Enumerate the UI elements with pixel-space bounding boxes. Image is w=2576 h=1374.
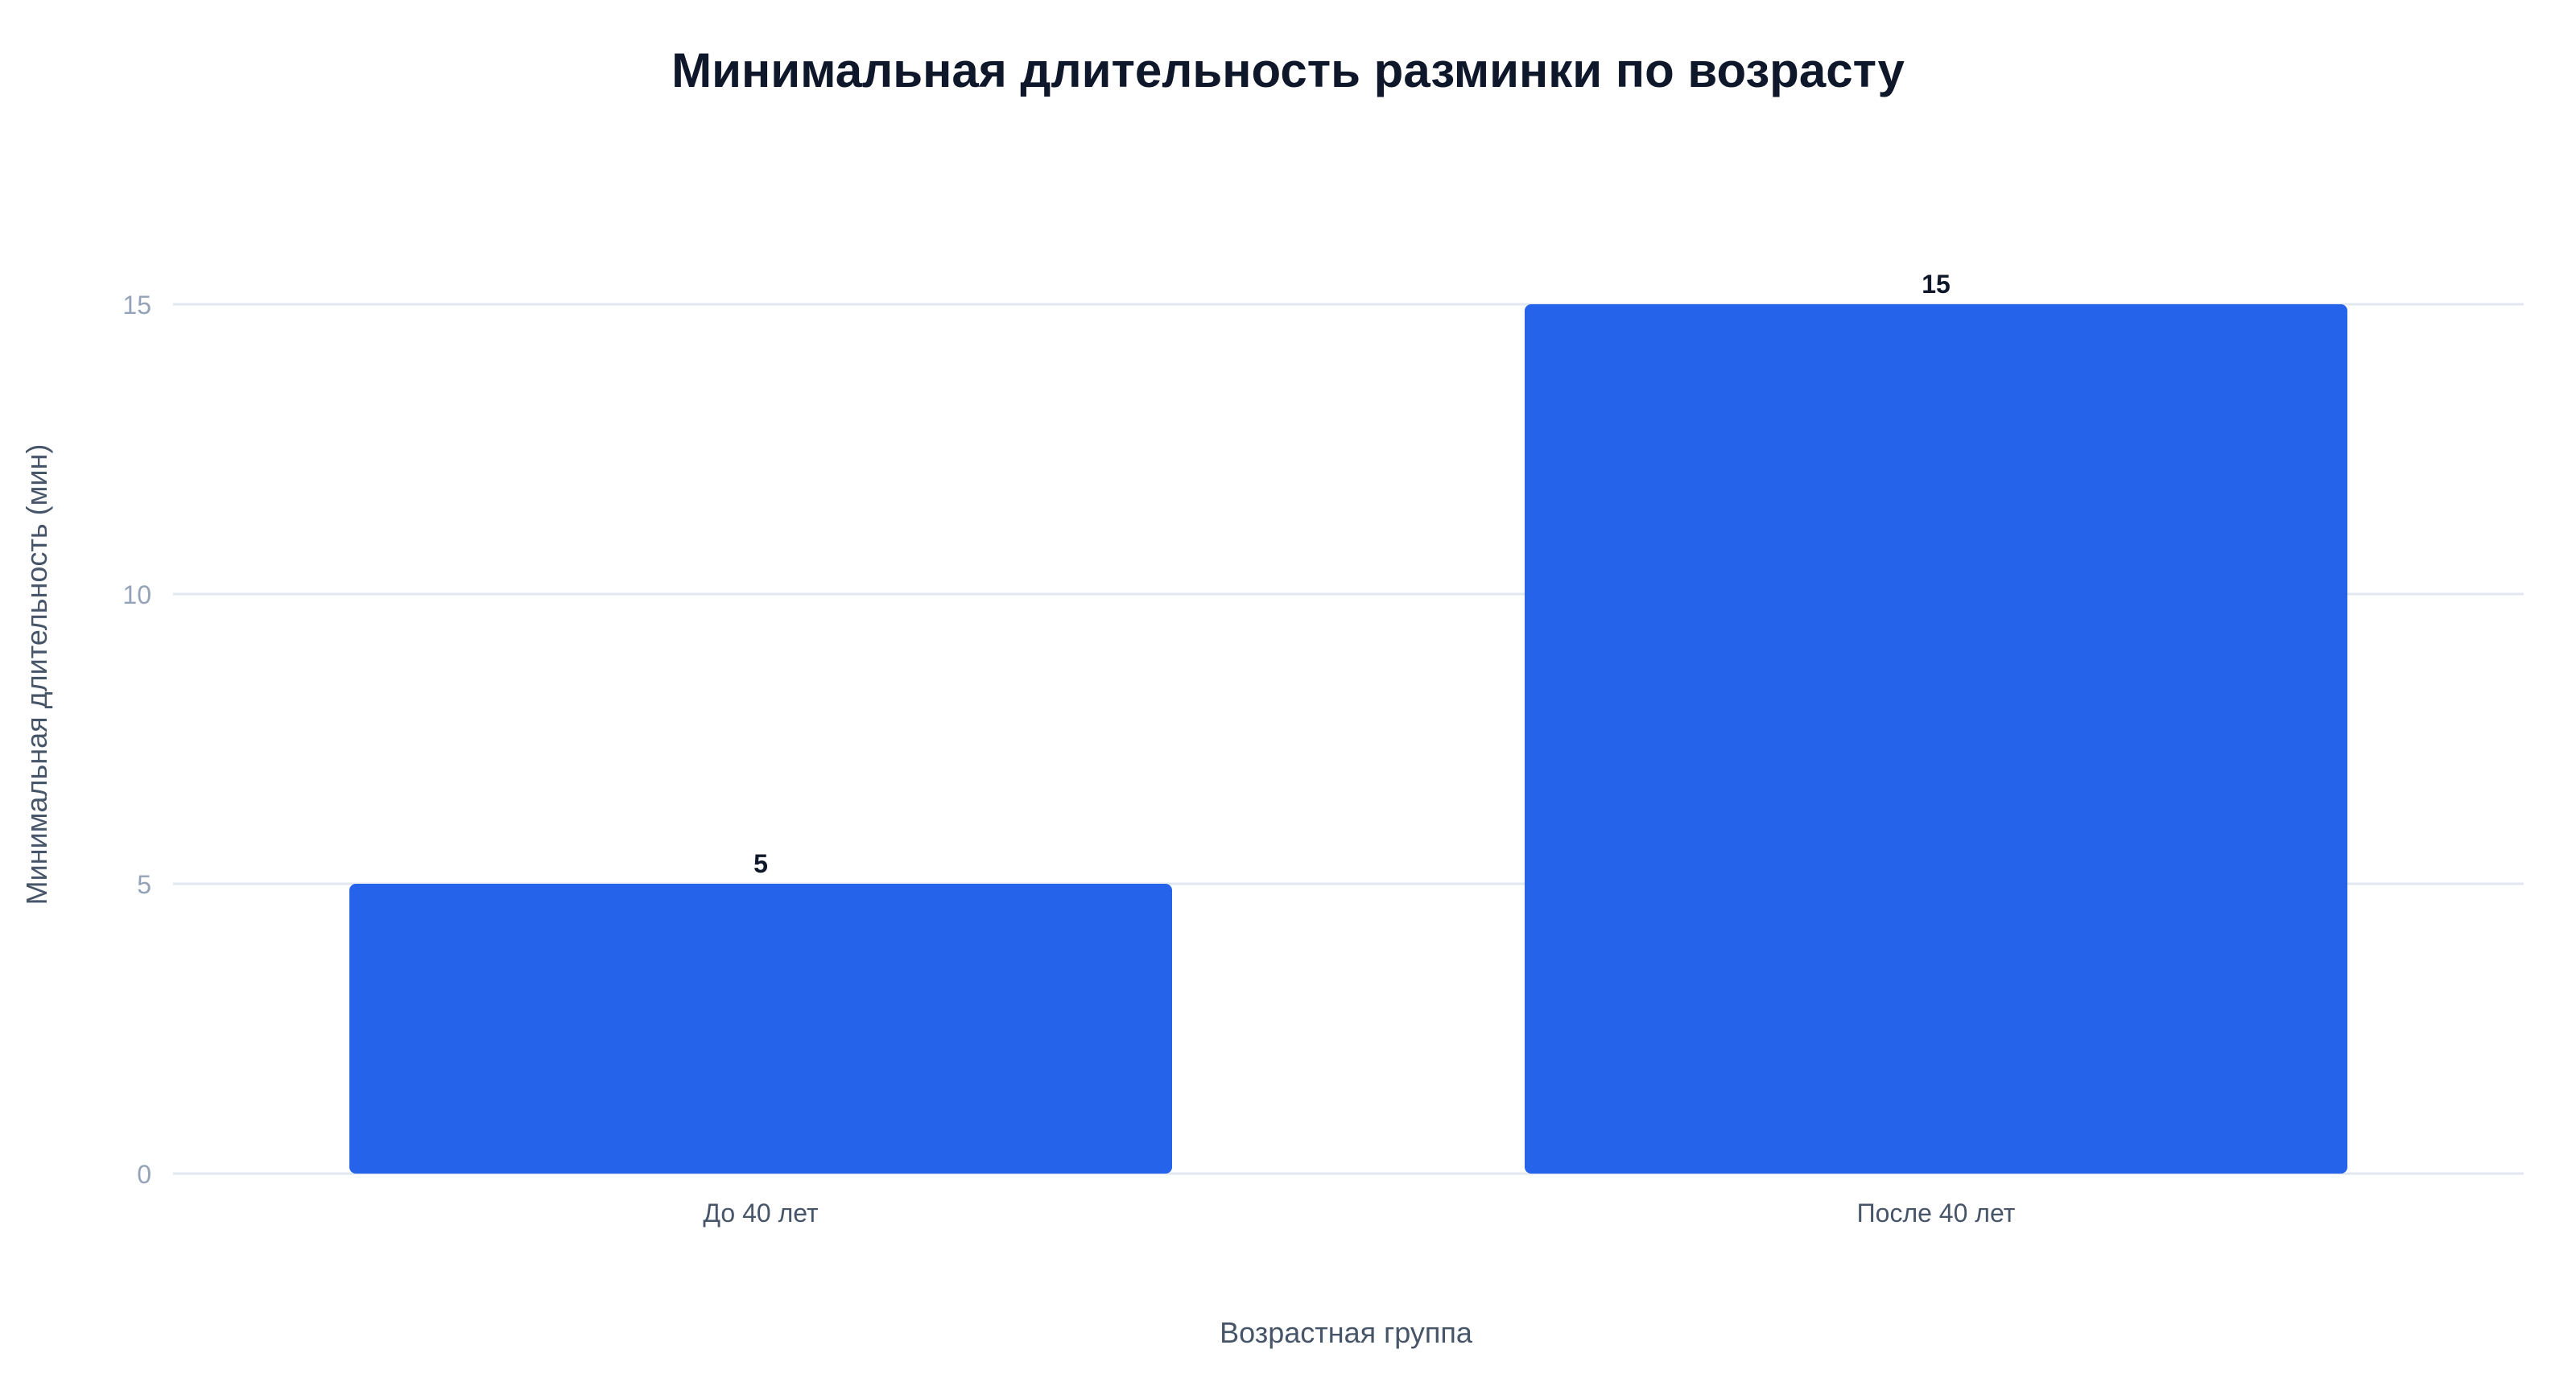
y-tick-labels: 0 5 10 15 bbox=[122, 291, 151, 1189]
bar bbox=[349, 884, 1172, 1174]
value-label: 5 bbox=[753, 849, 768, 878]
y-tick-label: 0 bbox=[137, 1160, 151, 1189]
y-tick-label: 10 bbox=[122, 580, 151, 609]
bar bbox=[1525, 304, 2347, 1174]
value-label: 15 bbox=[1922, 270, 1951, 299]
x-tick-label: После 40 лет bbox=[1857, 1199, 2016, 1228]
value-labels: 5 15 bbox=[753, 270, 1951, 878]
chart-title: Минимальная длительность разминки по воз… bbox=[671, 43, 1905, 97]
y-tick-label: 15 bbox=[122, 291, 151, 320]
bars bbox=[349, 304, 2347, 1174]
y-tick-label: 5 bbox=[137, 870, 151, 899]
y-axis-label: Минимальная длительность (мин) bbox=[20, 444, 53, 906]
x-axis-label: Возрастная группа bbox=[1220, 1316, 1473, 1349]
x-tick-labels: До 40 лет После 40 лет bbox=[703, 1199, 2015, 1228]
x-tick-label: До 40 лет bbox=[703, 1199, 819, 1228]
